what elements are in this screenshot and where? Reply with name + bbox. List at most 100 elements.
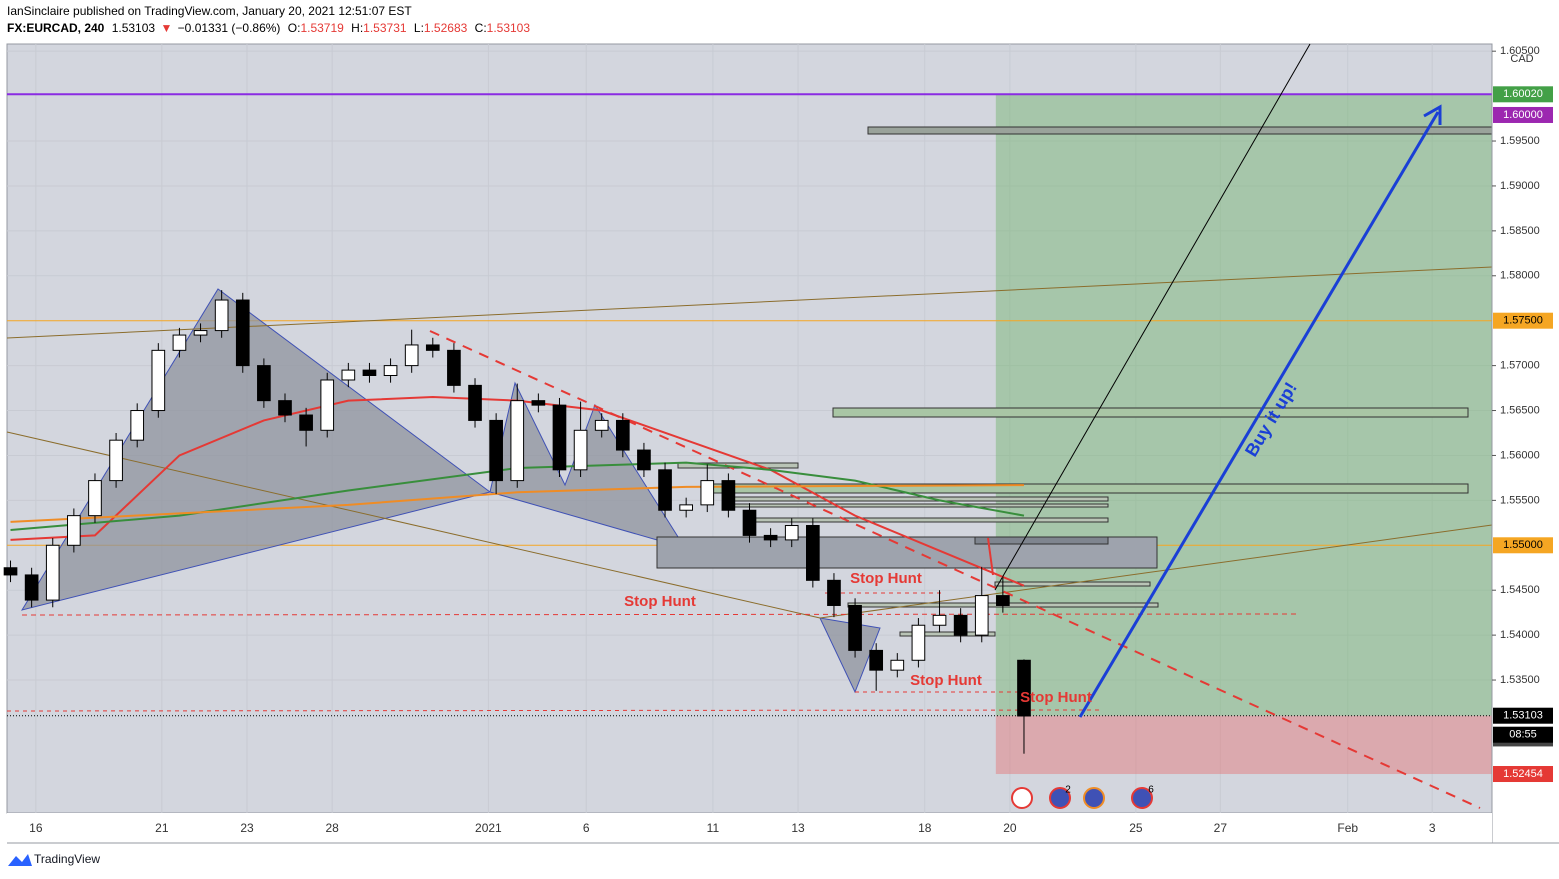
candle-body bbox=[257, 365, 271, 402]
candle-body bbox=[447, 349, 461, 386]
ohlc-value: 1.53719 bbox=[300, 21, 344, 35]
x-tick-label: 25 bbox=[1129, 821, 1143, 835]
candle-body bbox=[890, 659, 905, 671]
event-icon[interactable] bbox=[1083, 787, 1105, 809]
logo bbox=[8, 854, 32, 866]
stop-zone bbox=[995, 715, 1492, 775]
candle-body bbox=[172, 334, 187, 351]
event-icon[interactable] bbox=[1011, 787, 1033, 809]
candle-body bbox=[214, 299, 229, 332]
zone bbox=[754, 517, 1109, 523]
candle-body bbox=[763, 534, 778, 541]
candle-body bbox=[320, 379, 335, 431]
y-tick-label: 1.54000 bbox=[1500, 629, 1540, 641]
y-tick-label: 1.56000 bbox=[1500, 449, 1540, 461]
y-tick-label: 1.59500 bbox=[1500, 135, 1540, 147]
candle-body bbox=[67, 515, 81, 546]
event-badge: 2 bbox=[1065, 785, 1071, 796]
candle-body bbox=[341, 369, 356, 381]
event-icon[interactable] bbox=[1049, 787, 1071, 809]
zone bbox=[994, 581, 1151, 587]
candle-body bbox=[151, 349, 166, 412]
x-tick-label: 18 bbox=[918, 821, 932, 835]
x-tick-label: 21 bbox=[155, 821, 169, 835]
y-tick-label: 1.57000 bbox=[1500, 360, 1540, 372]
zone bbox=[867, 126, 1493, 135]
ohlc-key: O: bbox=[288, 21, 301, 35]
y-tick-label: 1.56500 bbox=[1500, 404, 1540, 416]
annotation: Stop Hunt bbox=[850, 570, 922, 587]
candle-body bbox=[88, 480, 102, 517]
arrow-head bbox=[1423, 104, 1442, 125]
price-label: 1.53103 bbox=[1503, 710, 1543, 722]
candle-body bbox=[679, 504, 693, 511]
candle-body bbox=[996, 595, 1010, 606]
x-tick-label: 16 bbox=[29, 821, 43, 835]
price-label-box bbox=[1493, 312, 1553, 329]
candle-body bbox=[1017, 659, 1031, 717]
candle-body bbox=[848, 604, 862, 651]
countdown: 08:55 bbox=[1509, 729, 1537, 741]
symbol: FX:EURCAD, 240 bbox=[7, 21, 105, 35]
price-label: 1.60000 bbox=[1503, 109, 1543, 121]
trendline bbox=[6, 266, 1493, 339]
x-tick-label: 6 bbox=[583, 821, 590, 835]
candle-body bbox=[235, 299, 250, 367]
y-tick-label: 1.54500 bbox=[1500, 584, 1540, 596]
x-tick-label: 11 bbox=[707, 821, 720, 835]
stop-line bbox=[6, 709, 1101, 712]
event-badge: 6 bbox=[1148, 785, 1154, 796]
annotation: Stop Hunt bbox=[1020, 689, 1092, 706]
author-line: IanSinclaire published on TradingView.co… bbox=[7, 4, 412, 18]
price-label-box bbox=[1493, 707, 1553, 724]
x-tick-label: 2021 bbox=[475, 821, 502, 835]
trendline bbox=[6, 431, 821, 619]
candle-body bbox=[637, 449, 651, 471]
y-tick-label: 1.60500 bbox=[1500, 45, 1540, 57]
candle-body bbox=[658, 469, 672, 511]
candle-body bbox=[911, 624, 926, 661]
candle-body bbox=[24, 574, 39, 601]
candle-body bbox=[425, 344, 440, 351]
price-label: 1.52454 bbox=[1503, 768, 1543, 780]
last: 1.53103 bbox=[112, 21, 156, 35]
target-zone bbox=[995, 94, 1492, 716]
candle-body bbox=[721, 480, 736, 511]
candle-body bbox=[468, 384, 482, 421]
stop-line bbox=[21, 613, 1301, 616]
candle-body bbox=[383, 365, 398, 376]
header: IanSinclaire published on TradingView.co… bbox=[7, 4, 530, 35]
ohlc-key: H: bbox=[351, 21, 363, 35]
ohlc-value: 1.52683 bbox=[424, 21, 468, 35]
zone bbox=[974, 536, 1109, 545]
x-tick-label: 28 bbox=[325, 821, 339, 835]
dashed-trendline bbox=[429, 330, 1481, 809]
candle-body bbox=[932, 614, 947, 626]
candle-body bbox=[700, 480, 715, 506]
trendline bbox=[994, 43, 1311, 591]
candle-body bbox=[806, 525, 820, 581]
price-label-box bbox=[1493, 86, 1553, 103]
candle-body bbox=[827, 579, 841, 606]
ohlc-value: 1.53731 bbox=[363, 21, 407, 35]
trendline bbox=[819, 524, 1493, 619]
candle-body bbox=[784, 525, 799, 541]
x-tick-label: 3 bbox=[1429, 821, 1436, 835]
currency: CAD bbox=[1510, 53, 1533, 65]
candle-body bbox=[742, 509, 757, 536]
candle-body bbox=[193, 330, 208, 336]
x-tick-label: 23 bbox=[240, 821, 254, 835]
candle-body bbox=[109, 439, 123, 482]
y-tick-label: 1.58500 bbox=[1500, 225, 1540, 237]
candle-body bbox=[404, 344, 419, 367]
candle-body bbox=[573, 429, 588, 471]
candle-body bbox=[510, 400, 525, 482]
event-icon[interactable] bbox=[1131, 787, 1153, 809]
annotation: Stop Hunt bbox=[624, 593, 696, 610]
ohlc-value: 1.53103 bbox=[487, 21, 531, 35]
change: −0.01331 (−0.86%) bbox=[178, 21, 281, 35]
y-tick-label: 1.55500 bbox=[1500, 494, 1540, 506]
ohlc-key: C: bbox=[475, 21, 487, 35]
candle-body bbox=[615, 419, 630, 451]
